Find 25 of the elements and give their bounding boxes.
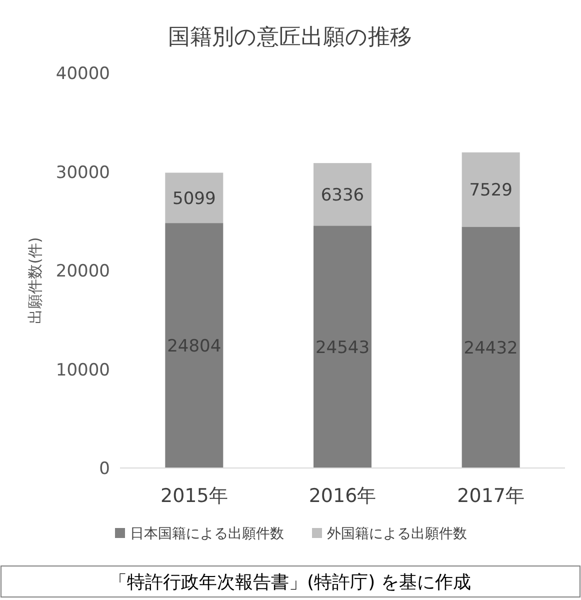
y-axis-title: 出願件数(件) <box>26 237 44 324</box>
x-tick-label: 2017年 <box>457 485 525 507</box>
bar <box>314 163 372 226</box>
data-label: 24543 <box>315 338 370 358</box>
y-tick-label: 0 <box>99 459 110 479</box>
text: 「特許行政年次報告書」(特許庁) を基に作成 <box>109 572 471 593</box>
legend-label: 日本国籍による出願件数 <box>130 526 284 542</box>
legend-label: 外国籍による出願件数 <box>327 526 467 542</box>
y-tick-label: 40000 <box>56 64 110 84</box>
bar <box>165 223 224 468</box>
chart-title: 国籍別の意匠出願の推移 <box>168 25 412 50</box>
x-tick-label: 2015年 <box>160 485 228 507</box>
data-label: 6336 <box>320 185 364 206</box>
bar <box>314 226 372 468</box>
x-tick-label: 2016年 <box>308 485 376 507</box>
data-label: 5099 <box>172 188 216 209</box>
data-label: 24432 <box>464 338 518 358</box>
data-label: 7529 <box>469 180 512 201</box>
bar <box>165 172 224 224</box>
y-tick-label: 30000 <box>56 162 110 183</box>
bar <box>462 226 520 468</box>
bar <box>462 152 520 227</box>
data-label: 24804 <box>167 336 222 357</box>
y-tick-label: 10000 <box>56 360 110 380</box>
y-tick-label: 20000 <box>56 262 110 282</box>
